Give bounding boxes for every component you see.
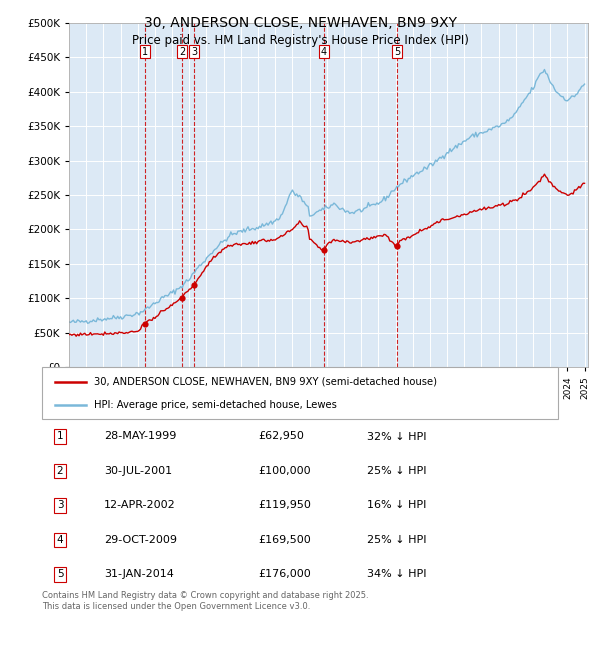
Text: 32% ↓ HPI: 32% ↓ HPI	[367, 432, 427, 441]
Text: 5: 5	[394, 47, 400, 57]
Text: £169,500: £169,500	[259, 535, 311, 545]
Text: 12-APR-2002: 12-APR-2002	[104, 500, 176, 510]
Text: Contains HM Land Registry data © Crown copyright and database right 2025.
This d: Contains HM Land Registry data © Crown c…	[42, 592, 368, 611]
Text: £176,000: £176,000	[259, 569, 311, 579]
Text: Price paid vs. HM Land Registry's House Price Index (HPI): Price paid vs. HM Land Registry's House …	[131, 34, 469, 47]
Text: 28-MAY-1999: 28-MAY-1999	[104, 432, 176, 441]
Text: 29-OCT-2009: 29-OCT-2009	[104, 535, 177, 545]
Text: 4: 4	[321, 47, 327, 57]
Text: 3: 3	[57, 500, 64, 510]
Text: 1: 1	[142, 47, 148, 57]
Text: 16% ↓ HPI: 16% ↓ HPI	[367, 500, 427, 510]
Text: 2: 2	[57, 466, 64, 476]
Text: 31-JAN-2014: 31-JAN-2014	[104, 569, 174, 579]
Text: 3: 3	[191, 47, 197, 57]
Text: £100,000: £100,000	[259, 466, 311, 476]
Text: 25% ↓ HPI: 25% ↓ HPI	[367, 466, 427, 476]
FancyBboxPatch shape	[42, 367, 558, 419]
Text: 30, ANDERSON CLOSE, NEWHAVEN, BN9 9XY: 30, ANDERSON CLOSE, NEWHAVEN, BN9 9XY	[143, 16, 457, 31]
Text: 1: 1	[57, 432, 64, 441]
Text: £119,950: £119,950	[259, 500, 311, 510]
Text: 2: 2	[179, 47, 185, 57]
Text: 5: 5	[57, 569, 64, 579]
Text: 30-JUL-2001: 30-JUL-2001	[104, 466, 172, 476]
Text: HPI: Average price, semi-detached house, Lewes: HPI: Average price, semi-detached house,…	[94, 400, 337, 410]
Text: £62,950: £62,950	[259, 432, 305, 441]
Text: 34% ↓ HPI: 34% ↓ HPI	[367, 569, 427, 579]
Text: 30, ANDERSON CLOSE, NEWHAVEN, BN9 9XY (semi-detached house): 30, ANDERSON CLOSE, NEWHAVEN, BN9 9XY (s…	[94, 377, 437, 387]
Text: 4: 4	[57, 535, 64, 545]
Text: 25% ↓ HPI: 25% ↓ HPI	[367, 535, 427, 545]
